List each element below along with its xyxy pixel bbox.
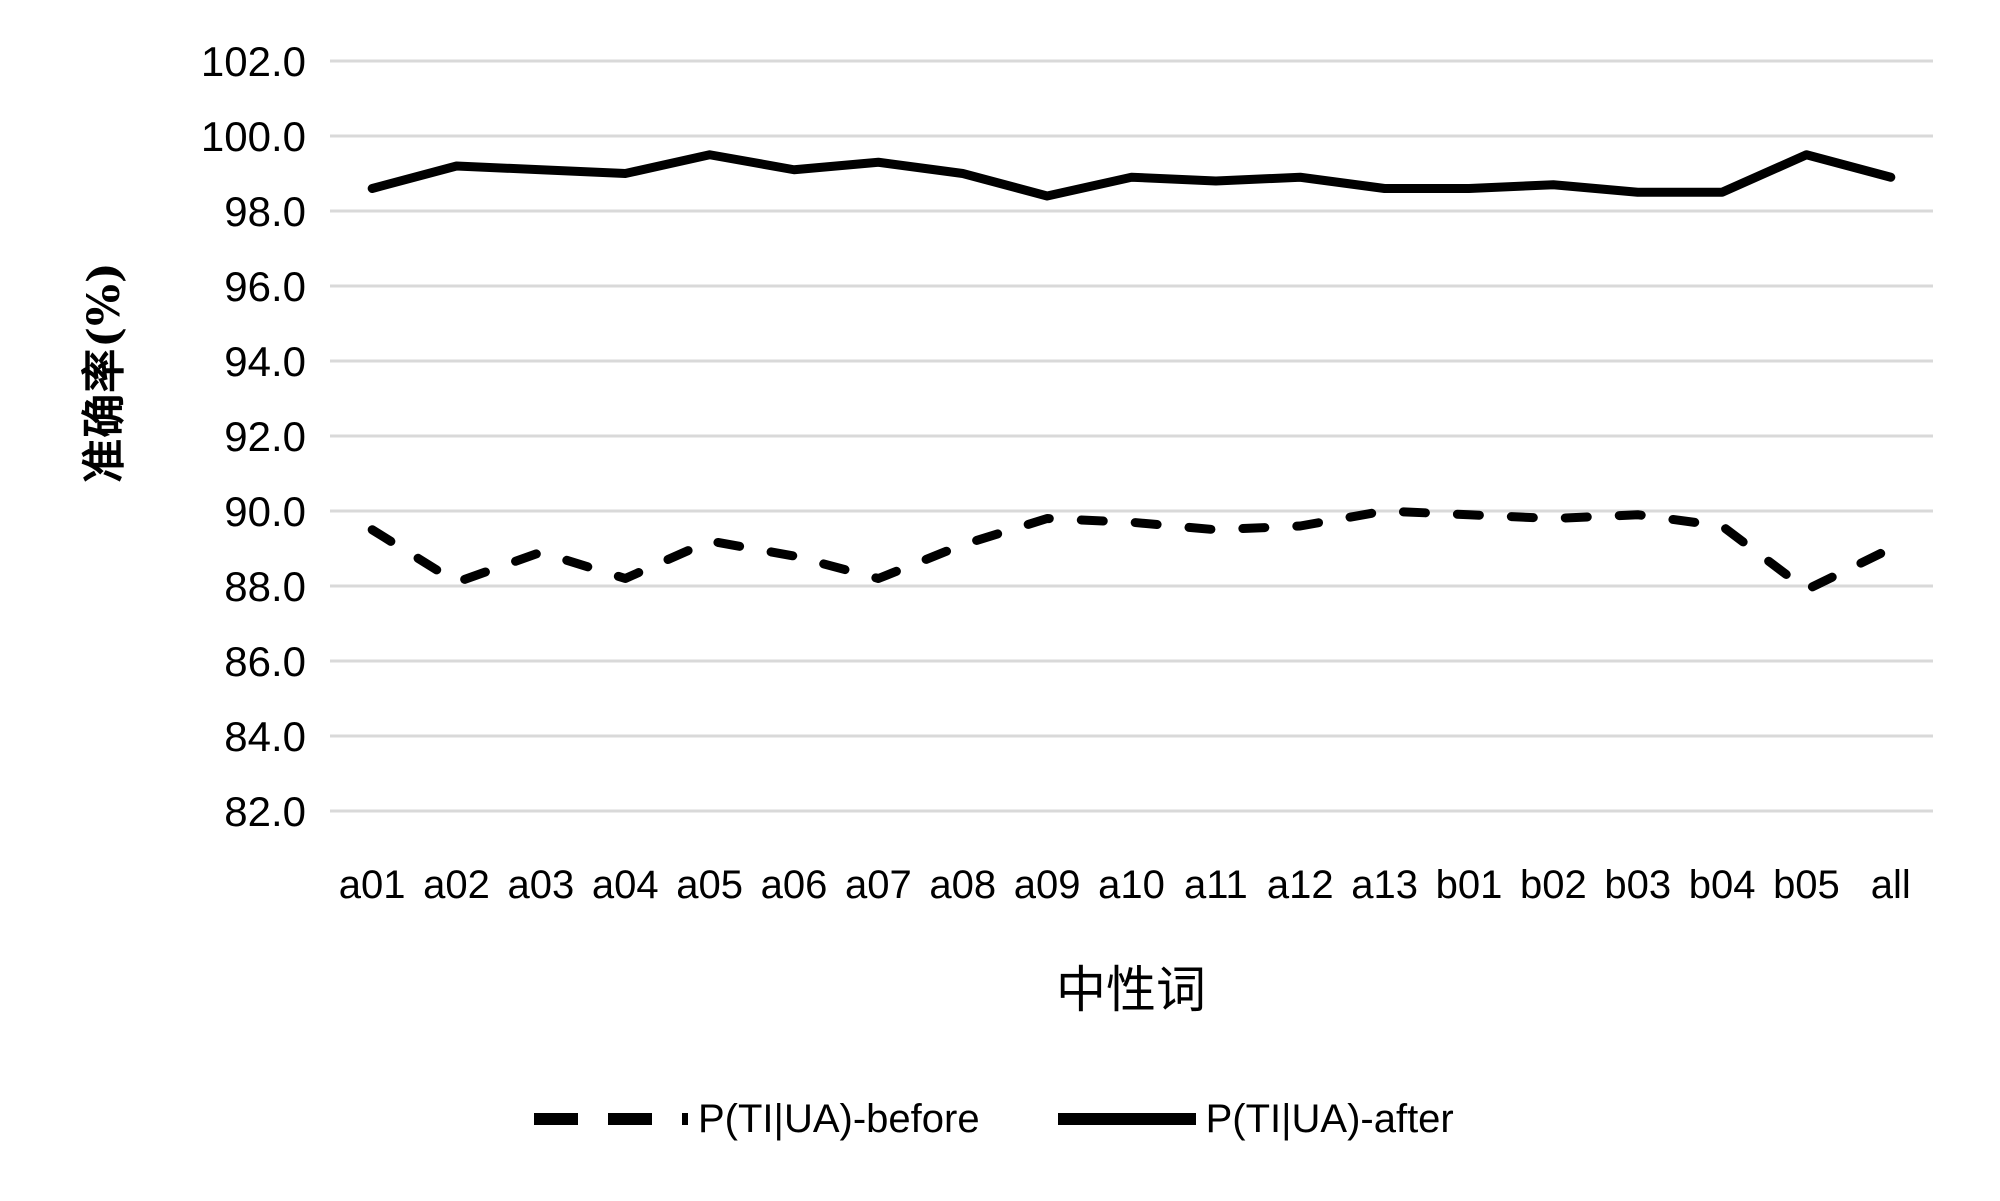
y-tick-label: 98.0	[224, 188, 306, 235]
x-tick-label: b03	[1604, 863, 1671, 907]
series-line-after	[367, 150, 1896, 201]
x-tick-label: a02	[423, 863, 490, 907]
x-tick-label: a04	[592, 863, 659, 907]
y-tick-label: 92.0	[224, 413, 306, 460]
x-tick-label: b04	[1689, 863, 1756, 907]
legend-label-after: P(TI|UA)-after	[1205, 1096, 1454, 1141]
legend-label-before: P(TI|UA)-before	[698, 1096, 980, 1141]
x-tick-label: b05	[1773, 863, 1840, 907]
y-axis-title: 准确率(%)	[79, 261, 130, 483]
legend: P(TI|UA)-before P(TI|UA)-after	[530, 1095, 1454, 1143]
y-tick-label: 102.0	[201, 38, 306, 85]
x-tick-label: all	[1871, 863, 1911, 907]
y-tick-label: 94.0	[224, 338, 306, 385]
x-tick-label: a12	[1267, 863, 1334, 907]
x-tick-label: b02	[1520, 863, 1587, 907]
y-tick-label: 84.0	[224, 713, 306, 760]
x-tick-label: b01	[1436, 863, 1503, 907]
y-tick-label: 82.0	[224, 788, 306, 835]
solid-line-swatch-icon	[1057, 1113, 1196, 1125]
y-tick-label: 96.0	[224, 263, 306, 310]
x-axis-title: 中性词	[1056, 961, 1206, 1019]
x-tick-label: a09	[1014, 863, 1081, 907]
series-line-before	[367, 506, 1896, 595]
x-tick-label: a06	[761, 863, 828, 907]
x-tick-label: a10	[1098, 863, 1165, 907]
x-tick-label: a07	[845, 863, 912, 907]
y-tick-label: 90.0	[224, 488, 306, 535]
legend-item-after: P(TI|UA)-after	[1056, 1097, 1454, 1142]
y-tick-label: 88.0	[224, 563, 306, 610]
x-tick-label: a08	[929, 863, 996, 907]
x-tick-label: a13	[1351, 863, 1418, 907]
y-tick-label: 86.0	[224, 638, 306, 685]
plot-area: 102.0 100.0 98.0 96.0 94.0 92.0 90.0 88.0 86.0 84…	[201, 38, 1933, 907]
legend-item-before: P(TI|UA)-before	[530, 1097, 980, 1142]
y-tick-label: 100.0	[201, 113, 306, 160]
x-tick-label: a03	[508, 863, 575, 907]
x-tick-label: a05	[676, 863, 743, 907]
x-tick-label: a01	[339, 863, 406, 907]
dashed-line-swatch-icon	[534, 1113, 688, 1125]
x-tick-label: a11	[1184, 863, 1248, 907]
